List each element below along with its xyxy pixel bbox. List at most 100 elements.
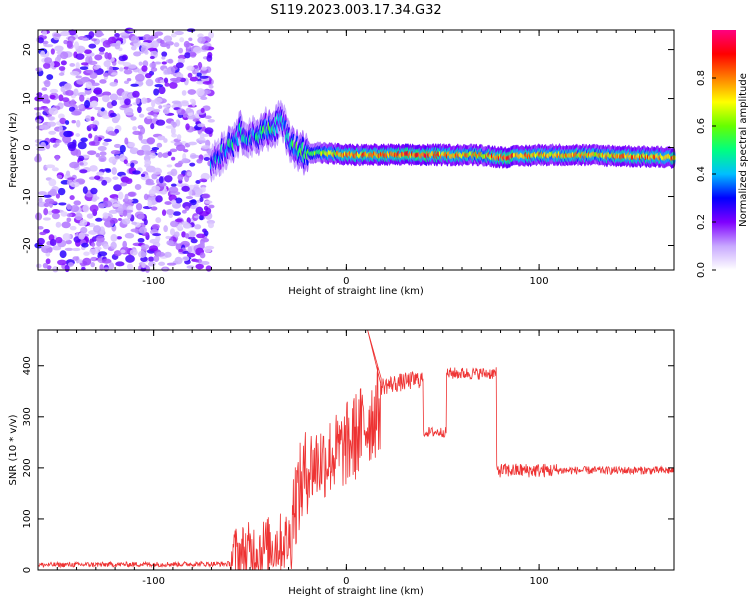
noise-blob <box>123 69 133 75</box>
noise-blob <box>87 60 98 66</box>
noise-blob <box>140 244 150 250</box>
noise-blob <box>61 97 70 103</box>
noise-blob <box>194 259 199 263</box>
noise-blob <box>172 79 181 83</box>
noise-blob <box>196 72 202 77</box>
spectrogram-ylabel: Frequency (Hz) <box>8 112 19 188</box>
noise-blob <box>132 170 141 175</box>
noise-blob <box>110 72 118 76</box>
noise-blob <box>143 150 152 156</box>
noise-blob <box>175 144 186 152</box>
noise-blob <box>138 226 147 234</box>
noise-blob <box>48 178 57 187</box>
noise-blob <box>153 113 158 118</box>
noise-blob <box>70 99 76 108</box>
noise-blob <box>91 242 96 247</box>
noise-blob <box>114 128 119 134</box>
noise-blob <box>71 247 81 252</box>
noise-blob <box>163 35 173 43</box>
noise-blob <box>158 182 167 187</box>
noise-blob <box>68 106 76 112</box>
snr-ylabel: SNR (10 * v/v) <box>8 414 19 485</box>
noise-blob <box>146 137 156 145</box>
noise-blob <box>60 31 70 37</box>
noise-blob <box>156 142 163 148</box>
noise-blob <box>105 168 112 173</box>
noise-blob <box>149 62 157 69</box>
noise-blob <box>187 112 193 117</box>
noise-blob <box>108 66 113 74</box>
noise-blob <box>80 226 88 234</box>
noise-blob <box>208 31 215 39</box>
noise-blob <box>94 32 105 37</box>
noise-blob <box>152 233 162 237</box>
noise-blob <box>178 248 184 253</box>
noise-blob <box>103 60 111 68</box>
noise-blob <box>170 228 175 236</box>
noise-blob <box>62 233 71 241</box>
noise-blob <box>42 98 51 104</box>
noise-blob <box>150 206 158 211</box>
noise-blob <box>89 123 96 129</box>
noise-blob <box>164 82 170 87</box>
noise-blob <box>111 167 117 175</box>
noise-blob <box>45 258 51 265</box>
noise-blob <box>162 152 169 158</box>
noise-blob <box>171 156 176 161</box>
noise-blob <box>55 139 62 144</box>
noise-blob <box>73 88 79 97</box>
noise-blob <box>97 251 108 257</box>
noise-blob <box>187 89 197 95</box>
noise-blob <box>44 44 54 48</box>
noise-blob <box>196 233 206 239</box>
noise-blob <box>84 100 91 109</box>
noise-blob <box>35 119 42 123</box>
noise-blob <box>130 162 135 168</box>
noise-blob <box>45 164 56 169</box>
noise-blob <box>141 144 151 153</box>
noise-blob <box>189 162 196 167</box>
noise-blob <box>186 265 195 269</box>
noise-blob <box>153 255 160 262</box>
noise-blob <box>140 97 148 104</box>
noise-blob <box>44 57 53 64</box>
noise-blob <box>43 194 52 198</box>
noise-blob <box>63 83 71 89</box>
noise-blob <box>42 262 49 269</box>
noise-blob <box>144 72 152 79</box>
noise-blob <box>96 240 102 247</box>
noise-blob <box>126 77 132 82</box>
y-tick-label: 400 <box>22 356 33 375</box>
noise-blob <box>190 199 197 206</box>
noise-blob <box>72 256 79 261</box>
noise-blob <box>169 81 178 89</box>
noise-blob <box>89 165 98 172</box>
noise-blob <box>124 193 129 202</box>
noise-blob <box>149 55 155 60</box>
noise-blob <box>175 62 184 69</box>
noise-blob <box>78 155 85 161</box>
noise-blob <box>88 141 96 146</box>
noise-blob <box>120 182 128 187</box>
noise-blob <box>163 225 168 233</box>
noise-blob <box>88 133 93 139</box>
noise-blob <box>151 99 156 108</box>
snr-xlabel: Height of straight line (km) <box>288 586 424 597</box>
noise-blob <box>188 37 193 42</box>
noise-blob <box>60 85 66 93</box>
noise-blob <box>202 80 212 85</box>
noise-blob <box>69 225 77 231</box>
noise-blob <box>181 109 186 115</box>
noise-blob <box>52 245 62 251</box>
noise-blob <box>165 209 175 215</box>
x-tick-label: 100 <box>530 576 549 587</box>
noise-blob <box>112 203 120 208</box>
noise-blob <box>60 211 68 217</box>
noise-blob <box>79 162 84 166</box>
noise-blob <box>80 137 88 142</box>
noise-blob <box>167 67 172 75</box>
noise-blob <box>174 218 183 223</box>
noise-blob <box>181 231 186 238</box>
noise-blob <box>39 231 47 236</box>
